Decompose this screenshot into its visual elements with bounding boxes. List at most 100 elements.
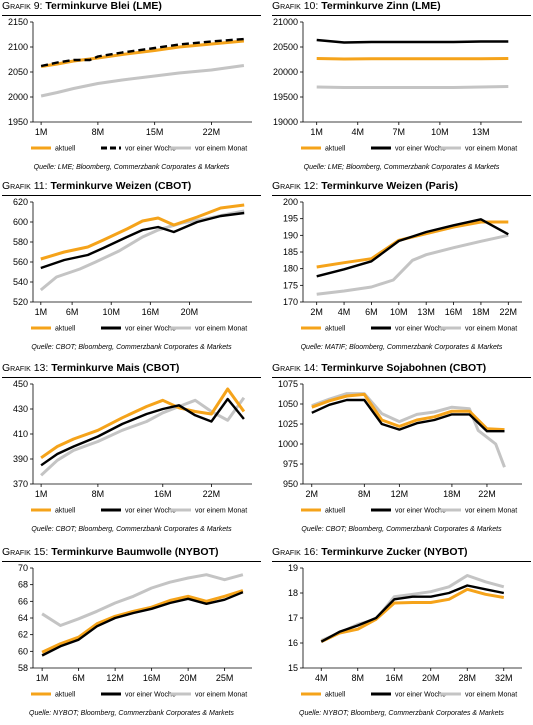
y-tick-label: 15 [288, 663, 298, 673]
y-tick-label: 1000 [278, 439, 298, 449]
x-tick-label: 8M [92, 489, 105, 499]
legend-item: vor einer Woche [371, 326, 446, 333]
legend-item: aktuell [31, 692, 76, 699]
chart-panel: Grafik 10: Terminkurve Zinn (LME) 19000 19… [270, 0, 533, 178]
legend-label: aktuell [325, 146, 346, 153]
legend-item: vor einem Monat [441, 146, 517, 153]
x-tick-label: 1M [310, 127, 323, 137]
legend-label: vor einem Monat [465, 508, 517, 515]
y-tick-label: 200 [283, 197, 298, 207]
y-tick-label: 62 [18, 630, 28, 640]
y-tick-label: 17 [288, 613, 298, 623]
y-tick-label: 1050 [278, 399, 298, 409]
chart-source: Quelle: NYBOT; Bloomberg, Commerzbank Co… [0, 710, 263, 717]
x-tick-label: 4M [315, 673, 328, 683]
y-tick-label: 1075 [278, 379, 298, 389]
line-chart: 95097510001025105010752M 8M 12M 18M 22Maktue… [270, 376, 533, 541]
y-tick-label: 18 [288, 588, 298, 598]
chart-title: Grafik 13: Terminkurve Mais (CBOT) [2, 362, 179, 374]
series-line-monat [41, 66, 244, 97]
legend-label: vor einem Monat [195, 508, 247, 515]
legend-item: vor einem Monat [171, 146, 247, 153]
x-tick-label: 13M [472, 127, 490, 137]
y-tick-label: 70 [18, 563, 28, 573]
x-tick-label: 22M [478, 489, 496, 499]
legend-item: vor einem Monat [441, 326, 517, 333]
x-tick-label: 7M [393, 127, 406, 137]
y-tick-label: 390 [13, 454, 28, 464]
chart-title: Grafik 12: Terminkurve Weizen (Paris) [272, 180, 458, 192]
series-line-woche [317, 219, 509, 276]
chart-panel: Grafik 12: Terminkurve Weizen (Paris) 170… [270, 180, 533, 358]
legend-label: aktuell [325, 326, 346, 333]
series-line-woche [317, 40, 509, 43]
legend-item: aktuell [301, 326, 346, 333]
x-tick-label: 6M [72, 673, 85, 683]
y-tick-label: 19000 [273, 117, 298, 127]
y-tick-label: 1025 [278, 419, 298, 429]
legend-item: vor einer Woche [101, 508, 176, 515]
legend-label: vor einer Woche [125, 146, 176, 153]
x-tick-label: 25M [216, 673, 234, 683]
chart-source: Quelle: LME; Bloomberg, Commerzbank Corp… [0, 164, 263, 171]
y-tick-label: 520 [13, 297, 28, 307]
series-line-aktuell [41, 41, 244, 67]
chart-panel: Grafik 14: Terminkurve Sojabohnen (CBOT)… [270, 362, 533, 540]
legend-label: vor einer Woche [395, 146, 446, 153]
y-tick-label: 58 [18, 663, 28, 673]
x-tick-label: 18M [472, 307, 490, 317]
y-tick-label: 20000 [273, 67, 298, 77]
line-chart: 19000 19500 20000 20500 21000 1M 4M 7M 10M 13M akt… [270, 14, 533, 179]
legend-item: vor einem Monat [171, 326, 247, 333]
legend-label: aktuell [325, 692, 346, 699]
legend-item: aktuell [31, 508, 76, 515]
legend-label: vor einer Woche [125, 508, 176, 515]
legend-label: vor einer Woche [395, 326, 446, 333]
x-tick-label: 16M [445, 307, 463, 317]
y-tick-label: 68 [18, 580, 28, 590]
legend-item: aktuell [31, 326, 76, 333]
legend-item: vor einer Woche [101, 326, 176, 333]
x-tick-label: 4M [351, 127, 364, 137]
x-tick-label: 16M [142, 307, 160, 317]
y-tick-label: 950 [283, 479, 298, 489]
y-tick-label: 2000 [8, 92, 28, 102]
y-tick-label: 19 [288, 563, 298, 573]
legend-label: vor einem Monat [465, 692, 517, 699]
chart-title: Grafik 9: Terminkurve Blei (LME) [2, 0, 162, 12]
chart-source: Quelle: LME; Bloomberg, Commerzbank Corp… [270, 164, 533, 171]
x-tick-label: 18M [443, 489, 461, 499]
y-tick-label: 66 [18, 596, 28, 606]
y-tick-label: 21000 [273, 17, 298, 27]
series-line-monat [317, 87, 509, 88]
x-tick-label: 8M [92, 127, 105, 137]
y-tick-label: 185 [283, 247, 298, 257]
legend-item: vor einem Monat [441, 692, 517, 699]
legend-item: vor einer Woche [371, 692, 446, 699]
y-tick-label: 560 [13, 257, 28, 267]
chart-panel: Grafik 11: Terminkurve Weizen (CBOT) 520 5… [0, 180, 263, 358]
x-tick-label: 10M [431, 127, 449, 137]
series-line-monat [317, 235, 509, 294]
x-tick-label: 6M [66, 307, 79, 317]
series-line-woche [42, 592, 243, 655]
x-tick-label: 32M [495, 673, 513, 683]
line-chart: 3703904104304501M 8M 16M 22Maktuell vor eine… [0, 376, 263, 541]
series-line-aktuell [317, 59, 509, 60]
chart-title: Grafik 15: Terminkurve Baumwolle (NYBOT) [2, 546, 219, 558]
x-tick-label: 8M [351, 673, 364, 683]
chart-panel: Grafik 9: Terminkurve Blei (LME) 1950 2000… [0, 0, 263, 178]
x-tick-label: 4M [338, 307, 351, 317]
legend-item: vor einer Woche [101, 146, 176, 153]
x-tick-label: 1M [35, 127, 48, 137]
legend-label: aktuell [325, 508, 346, 515]
legend-label: vor einem Monat [465, 146, 517, 153]
y-tick-label: 580 [13, 237, 28, 247]
chart-source: Quelle: CBOT; Bloomberg, Commerzbank Cor… [270, 526, 533, 533]
y-tick-label: 16 [288, 638, 298, 648]
y-tick-label: 180 [283, 264, 298, 274]
legend-item: aktuell [301, 692, 346, 699]
line-chart: 1701751801851901952002M 4M 6M 10M 13M 16M 18M 2… [270, 194, 533, 359]
series-line-monat [312, 394, 505, 468]
x-tick-label: 10M [390, 307, 408, 317]
